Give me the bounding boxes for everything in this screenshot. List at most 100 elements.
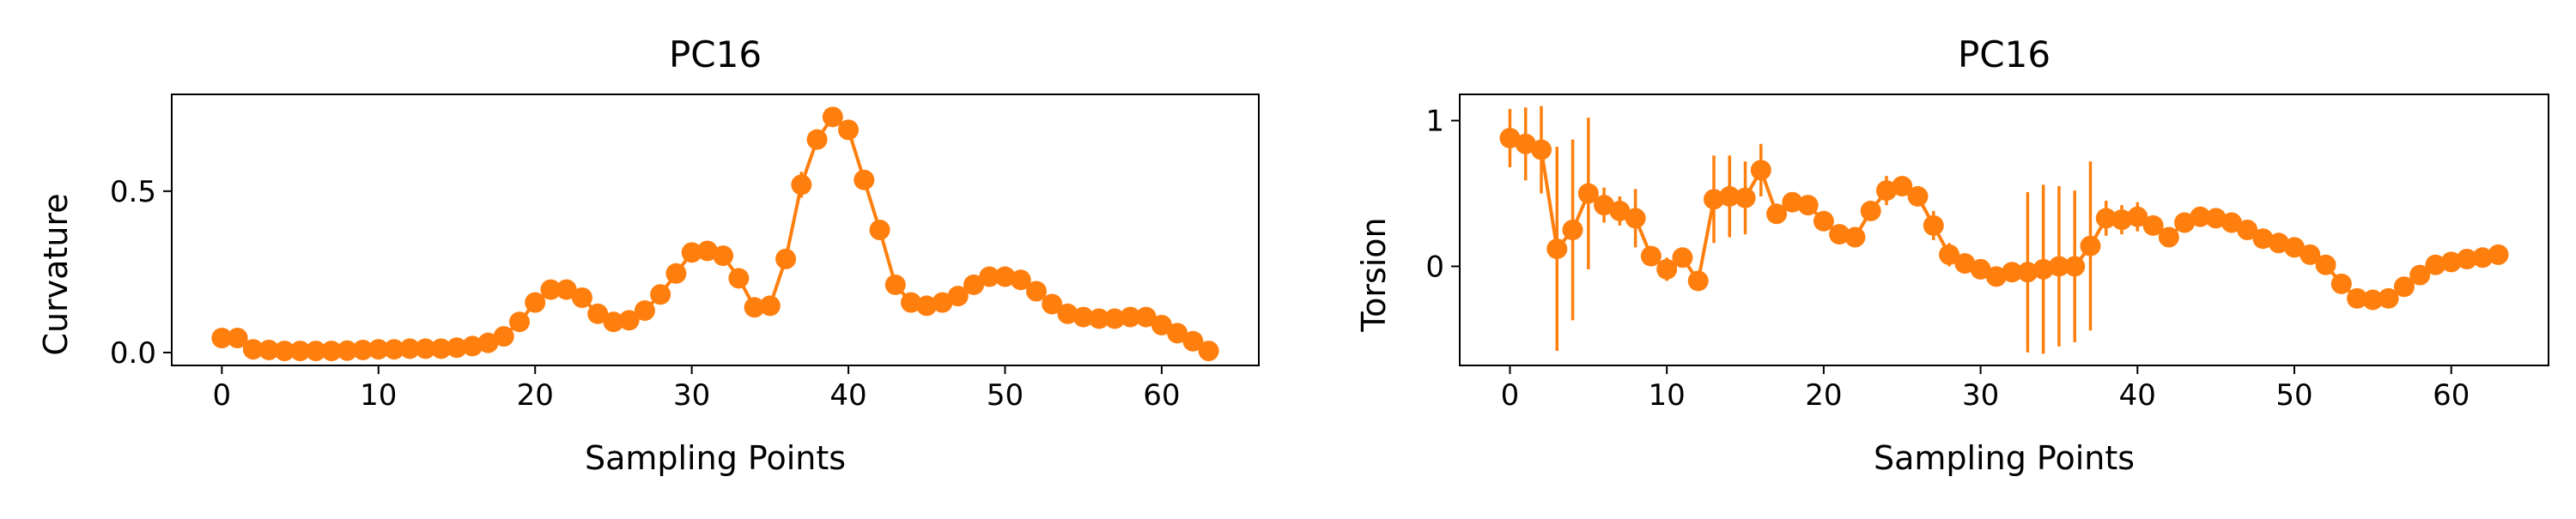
torsion-data-point xyxy=(2080,235,2101,256)
torsion-data-point xyxy=(2158,226,2179,248)
torsion-x-tick-label: 60 xyxy=(2433,378,2470,413)
torsion-data-point xyxy=(1609,200,1631,221)
torsion-data-point xyxy=(2362,289,2384,311)
torsion-data-point xyxy=(1640,245,1662,267)
torsion-data-point xyxy=(2111,209,2133,231)
torsion-data-point xyxy=(2300,244,2321,265)
curvature-data-point xyxy=(1182,330,1204,352)
curvature-data-point xyxy=(650,284,671,305)
curvature-data-point xyxy=(947,286,969,307)
curvature-data-point xyxy=(556,279,577,300)
curvature-data-point xyxy=(791,174,812,196)
torsion-data-point xyxy=(1892,176,1913,197)
torsion-data-point xyxy=(2095,208,2117,229)
curvature-data-point xyxy=(289,341,311,362)
curvature-data-point xyxy=(901,292,922,313)
torsion-data-point xyxy=(2393,276,2415,298)
torsion-data-point xyxy=(1829,224,1850,245)
torsion-data-point xyxy=(1860,200,1881,221)
curvature-data-point xyxy=(211,328,233,349)
curvature-x-tick-label: 50 xyxy=(987,378,1024,413)
curvature-y-tick-label: 0.0 xyxy=(110,336,156,371)
torsion-y-tick-label: 0 xyxy=(1425,250,1444,284)
curvature-data-point xyxy=(447,337,468,359)
torsion-chart-title: PC16 xyxy=(1958,33,2050,75)
torsion-data-point xyxy=(1625,208,1646,229)
curvature-data-point xyxy=(368,339,389,360)
curvature-data-point xyxy=(242,339,264,360)
curvature-data-point xyxy=(728,268,750,289)
torsion-data-point xyxy=(2032,258,2054,280)
torsion-data-point xyxy=(2017,262,2038,283)
curvature-data-point xyxy=(884,274,906,295)
torsion-data-point xyxy=(1782,191,1803,213)
torsion-data-point xyxy=(1813,210,1834,232)
curvature-x-tick-label: 0 xyxy=(213,378,232,413)
curvature-data-point xyxy=(916,295,938,317)
curvature-data-point xyxy=(634,300,655,322)
curvature-data-point xyxy=(932,292,953,313)
curvature-data-point xyxy=(1167,323,1188,344)
curvature-data-point xyxy=(1072,306,1094,328)
curvature-data-point xyxy=(1042,293,1063,315)
torsion-data-point xyxy=(2190,206,2211,227)
torsion-data-point xyxy=(2252,228,2274,250)
torsion-data-point xyxy=(1703,189,1724,210)
torsion-data-point xyxy=(2378,287,2399,309)
torsion-data-point xyxy=(1562,220,1583,240)
torsion-data-point xyxy=(1656,258,1678,280)
curvature-x-tick-label: 30 xyxy=(673,378,710,413)
torsion-data-point xyxy=(2268,232,2289,254)
curvature-data-point xyxy=(462,335,483,357)
torsion-data-point xyxy=(1939,244,1960,265)
curvature-x-axis-label: Sampling Points xyxy=(585,439,846,477)
curvature-data-point xyxy=(665,263,687,284)
curvature-data-point xyxy=(1198,341,1219,362)
torsion-data-point xyxy=(1970,258,1991,280)
torsion-axes-frame xyxy=(1459,94,2549,366)
torsion-panel: PC16 Sampling Points Torsion 0 10 20 30 40 50… xyxy=(1355,33,2549,477)
curvature-data-point xyxy=(759,295,781,317)
curvature-data-point xyxy=(399,338,421,359)
torsion-data-point xyxy=(1875,180,1897,202)
curvature-data-point xyxy=(1057,303,1078,324)
torsion-data-point xyxy=(1672,247,1693,269)
curvature-data-point xyxy=(227,328,248,349)
torsion-data-point xyxy=(2127,206,2148,227)
curvature-data-point xyxy=(618,310,640,331)
curvature-data-point xyxy=(869,220,890,240)
curvature-x-tick-label: 60 xyxy=(1143,378,1180,413)
curvature-data-point xyxy=(258,339,280,360)
torsion-data-point xyxy=(2425,254,2446,275)
curvature-data-point xyxy=(1025,281,1047,302)
curvature-chart-title: PC16 xyxy=(669,33,762,75)
torsion-data-point xyxy=(1844,226,1866,248)
torsion-data-point xyxy=(2064,256,2086,277)
curvature-data-point xyxy=(321,341,343,362)
curvature-data-point xyxy=(963,274,984,295)
curvature-data-point xyxy=(477,332,499,353)
torsion-data-point xyxy=(2347,287,2368,309)
torsion-data-point xyxy=(2330,273,2352,294)
torsion-data-point xyxy=(1766,203,1788,225)
curvature-data-point xyxy=(587,303,609,324)
torsion-data-point xyxy=(2142,214,2164,236)
curvature-data-point xyxy=(571,287,592,308)
torsion-data-point xyxy=(2284,237,2306,258)
torsion-data-point xyxy=(2409,264,2431,286)
torsion-data-point xyxy=(1750,160,1771,181)
curvature-data-point xyxy=(1104,308,1126,329)
torsion-data-point xyxy=(1499,127,1521,148)
curvature-data-point xyxy=(1135,306,1157,328)
torsion-data-point xyxy=(1531,139,1552,160)
torsion-x-tick-label: 30 xyxy=(1962,378,1999,413)
curvature-data-point xyxy=(508,311,530,333)
torsion-x-tick-label: 40 xyxy=(2119,378,2156,413)
torsion-data-point xyxy=(2174,212,2196,233)
curvature-data-point xyxy=(1010,269,1031,291)
curvature-data-point xyxy=(384,339,405,360)
torsion-data-point xyxy=(1923,214,1944,236)
torsion-data-point xyxy=(2205,208,2227,229)
torsion-data-point xyxy=(2002,262,2023,283)
